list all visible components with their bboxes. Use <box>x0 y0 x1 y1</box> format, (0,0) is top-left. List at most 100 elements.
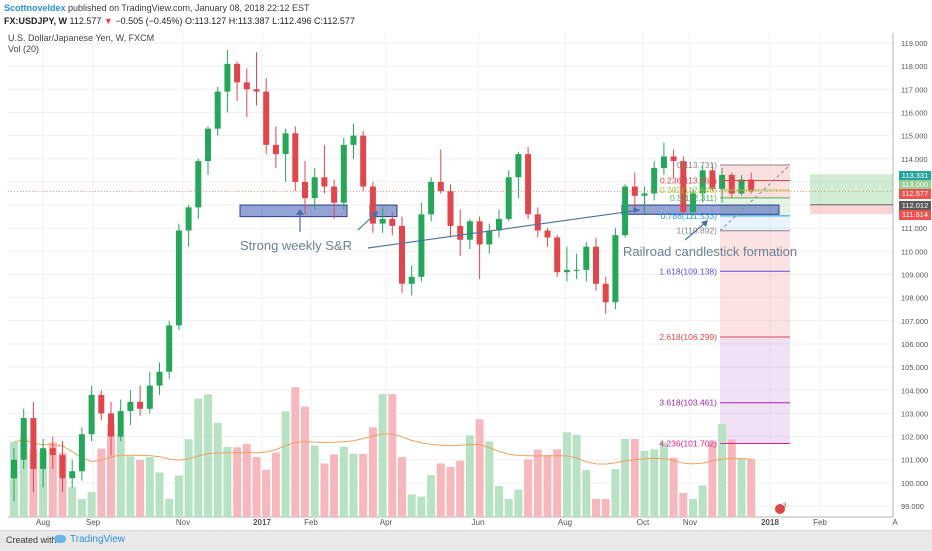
volume-bar <box>601 499 610 517</box>
tradingview-link[interactable]: TradingView <box>54 534 125 545</box>
volume-bar <box>194 398 203 517</box>
volume-bar <box>136 459 145 517</box>
price-tag: 113.000 <box>899 180 931 190</box>
volume-bar <box>737 458 746 517</box>
candle-body <box>389 218 396 226</box>
candle-body <box>486 230 493 245</box>
volume-bar <box>495 486 503 517</box>
chart-header: Scottnoveldex published on TradingView.c… <box>0 0 932 30</box>
price-tag: 111.614 <box>899 210 931 220</box>
volume-bar <box>456 460 465 517</box>
annotation-strong-sr: Strong weekly S&R <box>240 238 352 253</box>
volume-bar <box>582 469 591 517</box>
x-tick-label: Feb <box>813 518 827 527</box>
volume-bar <box>572 434 581 517</box>
y-tick-label: 119.000 <box>901 39 928 48</box>
candle-body <box>282 133 289 155</box>
candle-body <box>263 91 270 145</box>
candle-body <box>447 191 454 226</box>
volume-bar <box>107 424 115 517</box>
x-tick-label: A <box>892 518 898 527</box>
candle-body <box>515 154 522 178</box>
x-tick-label: Nov <box>176 518 190 527</box>
candle-body <box>340 144 347 203</box>
publish-info: published on TradingView.com, January 08… <box>68 3 310 13</box>
candle-body <box>117 411 124 437</box>
volume-bar <box>339 446 348 517</box>
chart-area[interactable]: Aug Sep Nov 2017 Feb Apr Jun Aug Oct Nov 2018 Feb A 1… <box>0 30 932 530</box>
candle-body <box>738 179 745 194</box>
sr-arrow-diag <box>357 212 377 231</box>
x-tick-label: Apr <box>380 518 393 527</box>
candle-body <box>728 174 735 194</box>
volume-bar <box>271 452 280 517</box>
y-tick-label: 111.000 <box>901 224 927 233</box>
candle-body <box>612 235 619 303</box>
fib-trend-line <box>719 164 791 232</box>
candle-body <box>631 186 638 196</box>
fib-zone <box>720 230 790 338</box>
x-tick-label: Aug <box>558 518 572 527</box>
candle-body <box>311 177 318 199</box>
candle-body <box>719 174 726 189</box>
volume-bar <box>630 439 639 517</box>
fib-label: 0.236(113.061) <box>660 175 717 185</box>
volume-bar <box>689 499 697 517</box>
candle-body <box>680 161 687 212</box>
volume-bar <box>427 475 436 517</box>
candle-body <box>98 394 105 414</box>
candle-body <box>748 179 755 192</box>
candle-body <box>108 413 114 437</box>
x-tick-label: Aug <box>36 518 50 527</box>
candle-body <box>670 156 677 162</box>
candle-body <box>156 371 163 386</box>
candle-body <box>641 193 648 196</box>
volume-bar <box>330 454 339 517</box>
candle-body <box>88 394 95 435</box>
volume-bar <box>155 472 164 517</box>
candle-body <box>49 448 56 456</box>
tradingview-logo-icon <box>54 535 66 544</box>
candle-body <box>253 89 260 92</box>
candle-body <box>214 91 221 129</box>
volume-bar <box>514 489 523 517</box>
author-link[interactable]: Scottnoveldex <box>4 3 66 13</box>
candle-body <box>146 385 153 409</box>
volume-bar <box>650 449 659 517</box>
candlestick-chart[interactable]: Aug Sep Nov 2017 Feb Apr Jun Aug Oct Nov 2018 Feb A 1… <box>0 30 932 530</box>
fib-label: 2.618(106.299) <box>659 332 717 342</box>
volume-bar <box>97 448 106 517</box>
y-tick-label: 105.000 <box>901 363 928 372</box>
y-tick-label: 103.000 <box>901 409 928 418</box>
down-arrow-icon: ▼ <box>103 16 113 26</box>
candle-body <box>302 181 308 199</box>
fib-label: 0.5(112.311) <box>670 193 717 203</box>
y-tick-label: 100.000 <box>901 479 928 488</box>
volume-bar <box>262 469 271 517</box>
candle-body <box>166 325 173 372</box>
volume-bar <box>398 457 406 517</box>
candle-body <box>428 181 435 215</box>
candle-body <box>651 168 658 194</box>
volume-bar <box>252 456 261 517</box>
candle-body <box>379 218 386 224</box>
volume-bar <box>718 423 727 517</box>
volume-bar <box>553 449 562 517</box>
fib-label: 0.786(111.533) <box>661 211 718 221</box>
volume-bar <box>465 435 474 517</box>
trend-line <box>367 209 641 249</box>
fib-label: 4.236(101.702) <box>659 438 717 448</box>
volume-bar <box>48 442 57 517</box>
volume-bar <box>165 498 174 517</box>
volume-bar <box>204 394 212 517</box>
fib-label: 1(110.892) <box>677 226 718 236</box>
sr-zone-right <box>621 204 780 215</box>
volume-bar <box>669 457 678 517</box>
volume-bar <box>698 485 707 517</box>
candle-body <box>30 418 37 469</box>
volume-bar <box>242 444 251 517</box>
y-tick-label: 101.000 <box>901 456 928 465</box>
y-tick-label: 109.000 <box>901 271 928 280</box>
candle-body <box>554 237 561 273</box>
y-tick-label: 116.000 <box>901 108 928 117</box>
